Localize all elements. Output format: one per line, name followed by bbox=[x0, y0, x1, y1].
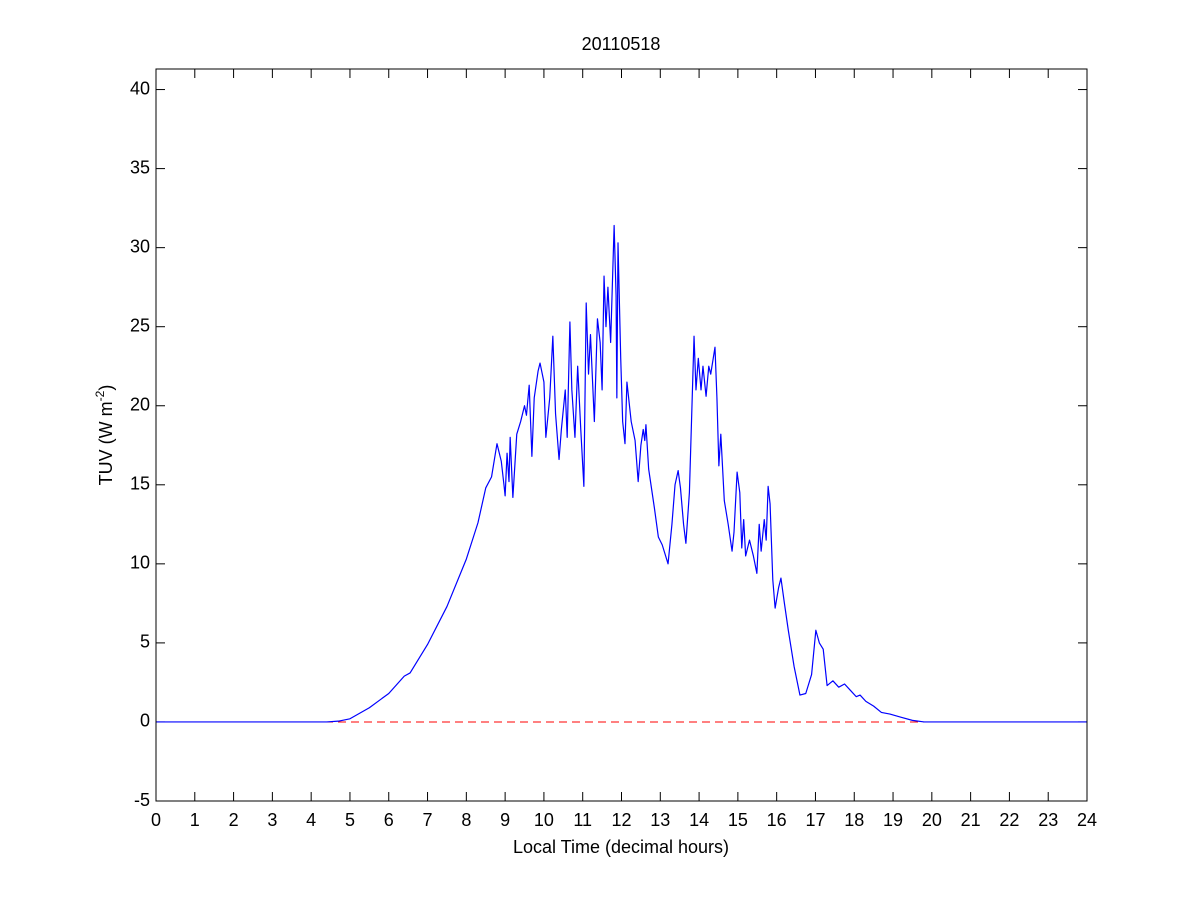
y-axis-label-text: TUV (W m bbox=[96, 401, 116, 485]
y-tick-label: 15 bbox=[130, 474, 150, 494]
x-tick-label: 16 bbox=[767, 810, 787, 830]
y-axis-label: TUV (W m-2) bbox=[93, 385, 116, 486]
chart-title: 20110518 bbox=[582, 34, 661, 54]
x-tick-label: 11 bbox=[573, 810, 592, 830]
x-tick-label: 18 bbox=[844, 810, 864, 830]
data-line bbox=[156, 224, 1087, 723]
y-tick-label: 30 bbox=[130, 236, 150, 256]
x-tick-label: 15 bbox=[728, 810, 748, 830]
y-tick-label: 35 bbox=[130, 157, 150, 177]
x-tick-label: 14 bbox=[689, 810, 709, 830]
x-tick-label: 20 bbox=[922, 810, 942, 830]
y-tick-label: 20 bbox=[130, 395, 150, 415]
y-tick-label: 25 bbox=[130, 315, 150, 335]
x-tick-label: 3 bbox=[267, 810, 277, 830]
y-axis-label-suffix: ) bbox=[96, 385, 116, 391]
x-tick-label: 24 bbox=[1077, 810, 1097, 830]
x-tick-label: 13 bbox=[650, 810, 670, 830]
x-tick-label: 10 bbox=[534, 810, 554, 830]
y-tick-label: 40 bbox=[130, 78, 150, 98]
x-tick-label: 23 bbox=[1038, 810, 1058, 830]
x-tick-label: 17 bbox=[805, 810, 825, 830]
x-tick-label: 5 bbox=[345, 810, 355, 830]
x-tick-label: 4 bbox=[306, 810, 316, 830]
x-tick-label: 9 bbox=[500, 810, 510, 830]
x-tick-label: 7 bbox=[423, 810, 433, 830]
x-tick-label: 12 bbox=[611, 810, 631, 830]
x-tick-label: 8 bbox=[461, 810, 471, 830]
x-axis-label: Local Time (decimal hours) bbox=[513, 837, 729, 857]
x-tick-label: 22 bbox=[999, 810, 1019, 830]
axes-box bbox=[155, 68, 1088, 802]
y-tick-label: 10 bbox=[130, 553, 150, 573]
x-tick-label: 0 bbox=[151, 810, 161, 830]
plot-area bbox=[156, 69, 1087, 801]
x-tick-label: 1 bbox=[190, 810, 200, 830]
x-tick-label: 19 bbox=[883, 810, 903, 830]
y-tick-label: 0 bbox=[140, 711, 150, 731]
x-tick-label: 2 bbox=[229, 810, 239, 830]
y-tick-label: 5 bbox=[140, 632, 150, 652]
x-tick-label: 21 bbox=[961, 810, 981, 830]
x-tick-label: 6 bbox=[384, 810, 394, 830]
y-axis-label-superscript: -2 bbox=[93, 390, 107, 401]
y-tick-label: -5 bbox=[134, 790, 150, 810]
